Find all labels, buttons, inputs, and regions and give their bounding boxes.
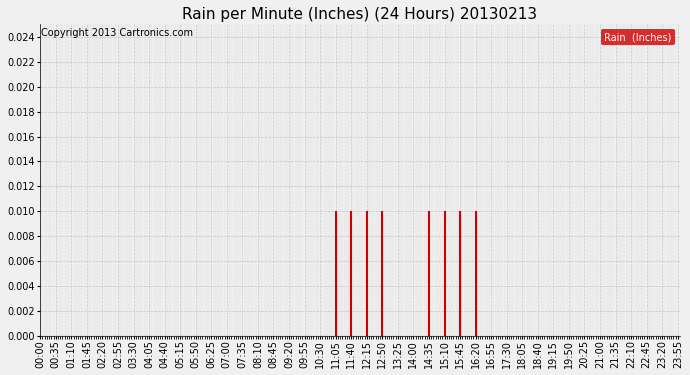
Legend: Rain  (Inches): Rain (Inches): [602, 29, 675, 45]
Text: Copyright 2013 Cartronics.com: Copyright 2013 Cartronics.com: [41, 28, 193, 38]
Title: Rain per Minute (Inches) (24 Hours) 20130213: Rain per Minute (Inches) (24 Hours) 2013…: [182, 7, 538, 22]
